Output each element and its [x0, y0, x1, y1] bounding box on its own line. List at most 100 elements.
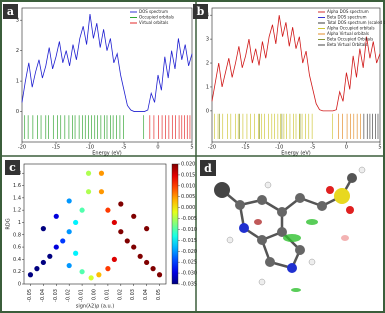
dos-line: [21, 14, 193, 112]
atom-h: [264, 181, 272, 189]
y-tick-label: 2: [16, 48, 19, 54]
x-tick-label: 5: [190, 145, 193, 151]
scatter-point: [53, 244, 59, 250]
x-tick-label: 0.00: [92, 289, 98, 300]
x-tick-label: -0.01: [79, 289, 85, 302]
colorbar-tick-label: 0.005: [181, 194, 195, 200]
scatter-point: [118, 229, 124, 235]
panel-label: a: [7, 5, 14, 18]
colorbar-tick-label: -0.005: [181, 216, 197, 222]
panel-label-box: [200, 160, 216, 176]
scatter-point: [144, 226, 150, 232]
y-tick-label: 1.6: [13, 183, 21, 189]
y-tick-label: 0: [16, 109, 19, 115]
x-tick-label: -20: [208, 145, 216, 151]
y-tick-label: 0.8: [13, 232, 21, 238]
atom: [277, 207, 287, 217]
dos-line: [211, 15, 381, 112]
atom-n: [239, 223, 249, 233]
legend-label: Alpha Occupied orbitals: [327, 26, 375, 31]
x-tick-label: 0.01: [104, 289, 110, 300]
legend-label: Virtual orbitals: [139, 20, 168, 25]
scatter-point: [40, 226, 46, 232]
scatter-point: [79, 207, 85, 213]
atom: [265, 257, 275, 267]
colorbar-tick-label: -0.015: [181, 238, 197, 244]
x-tick-label: -15: [52, 145, 60, 151]
scatter-point: [40, 259, 46, 266]
atom: [295, 245, 305, 255]
scatter-point: [111, 219, 117, 226]
x-tick-label: 5: [378, 145, 381, 151]
legend-label: Occupied orbitals: [139, 15, 174, 20]
isosurface: [341, 235, 349, 241]
x-tick-label: 0: [156, 145, 159, 151]
x-tick-label: -5: [122, 145, 127, 151]
x-tick-label: -0.05: [27, 289, 33, 302]
atom-h: [258, 278, 266, 286]
scatter-point: [144, 259, 150, 266]
atom: [257, 195, 267, 205]
legend-label: Alpha Virtual orbitals: [327, 31, 369, 36]
y-tick-label: 1.2: [13, 208, 21, 214]
atom: [277, 227, 287, 237]
scatter-point: [150, 266, 156, 272]
y-tick-label: 0.2: [13, 269, 21, 275]
legend-label: Beta Virtual Orbitals: [327, 42, 368, 47]
atom: [214, 182, 230, 198]
scatter-point: [60, 238, 66, 244]
scatter-point: [96, 272, 102, 278]
panel-label: c: [9, 161, 16, 174]
scatter-point: [73, 250, 79, 256]
scatter-point: [53, 213, 59, 219]
scatter-point: [111, 256, 117, 262]
x-tick-label: 0.05: [156, 289, 162, 300]
x-tick-label: -0.03: [53, 289, 59, 302]
isosurface: [306, 219, 318, 225]
x-tick-label: -10: [86, 145, 94, 151]
plot-frame: [211, 7, 381, 143]
scatter-point: [124, 238, 130, 244]
atom: [347, 173, 357, 183]
scatter-point: [66, 229, 72, 235]
y-tick-label: 2: [206, 61, 209, 67]
x-tick-label: -0.04: [40, 289, 46, 302]
atom: [257, 235, 267, 245]
y-tick-label: 3: [16, 18, 19, 24]
x-tick-label: 0.02: [117, 289, 123, 300]
x-tick-label: -20: [18, 145, 26, 151]
colorbar: [171, 163, 179, 285]
panel-label: b: [197, 5, 205, 18]
x-tick-label: 0: [345, 145, 348, 151]
atom: [317, 201, 327, 211]
panel-label-box: [3, 4, 18, 19]
colorbar-tick-label: 0.010: [181, 183, 195, 189]
colorbar-tick-label: 0.020: [181, 162, 195, 168]
x-tick-label: -5: [310, 145, 315, 151]
y-tick-label: 0.6: [13, 245, 21, 251]
x-tick-label: 0.04: [143, 289, 149, 300]
isosurface: [291, 288, 301, 292]
y-tick-label: 0.4: [13, 257, 21, 263]
plot-frame: [21, 7, 193, 143]
scatter-point: [156, 272, 163, 278]
scatter-point: [105, 207, 111, 213]
colorbar-tick-label: -0.030: [181, 271, 197, 277]
x-axis-label: Energy (eV): [92, 151, 122, 157]
atom: [235, 200, 245, 210]
scatter-point: [73, 219, 79, 226]
scatter-point: [118, 201, 124, 207]
scatter-point: [66, 198, 72, 204]
x-tick-label: -10: [275, 145, 283, 151]
colorbar-tick-label: 0.015: [181, 172, 195, 178]
atom-o: [346, 206, 354, 214]
scatter-point: [27, 272, 34, 278]
scatter-point: [85, 189, 92, 195]
panel-label-box: [193, 4, 208, 19]
scatter-point: [98, 189, 105, 195]
y-tick-label: 1.4: [13, 195, 21, 201]
scatter-point: [88, 275, 94, 281]
colorbar-tick-label: -0.020: [181, 249, 197, 255]
scatter-point: [47, 253, 53, 259]
